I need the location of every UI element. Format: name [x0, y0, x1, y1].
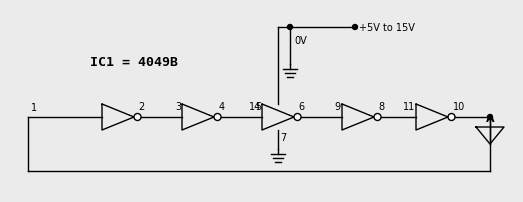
- Text: IC1 = 4049B: IC1 = 4049B: [90, 55, 178, 68]
- Text: 8: 8: [379, 101, 384, 112]
- Text: 6: 6: [299, 101, 304, 112]
- Circle shape: [288, 25, 292, 30]
- Circle shape: [374, 114, 381, 121]
- Circle shape: [487, 115, 493, 120]
- Circle shape: [353, 25, 358, 30]
- Text: 1: 1: [31, 102, 37, 113]
- Text: 14: 14: [249, 101, 261, 112]
- Text: 5: 5: [255, 101, 261, 112]
- Text: 7: 7: [280, 132, 286, 142]
- Circle shape: [214, 114, 221, 121]
- Circle shape: [294, 114, 301, 121]
- Text: 2: 2: [139, 101, 145, 112]
- Text: 11: 11: [403, 101, 415, 112]
- Text: 3: 3: [175, 101, 181, 112]
- Text: 10: 10: [452, 101, 465, 112]
- Text: 4: 4: [219, 101, 224, 112]
- Circle shape: [134, 114, 141, 121]
- Text: A: A: [486, 114, 494, 123]
- Circle shape: [448, 114, 455, 121]
- Text: 9: 9: [335, 101, 341, 112]
- Text: 0V: 0V: [294, 36, 307, 46]
- Text: +5V to 15V: +5V to 15V: [359, 23, 415, 33]
